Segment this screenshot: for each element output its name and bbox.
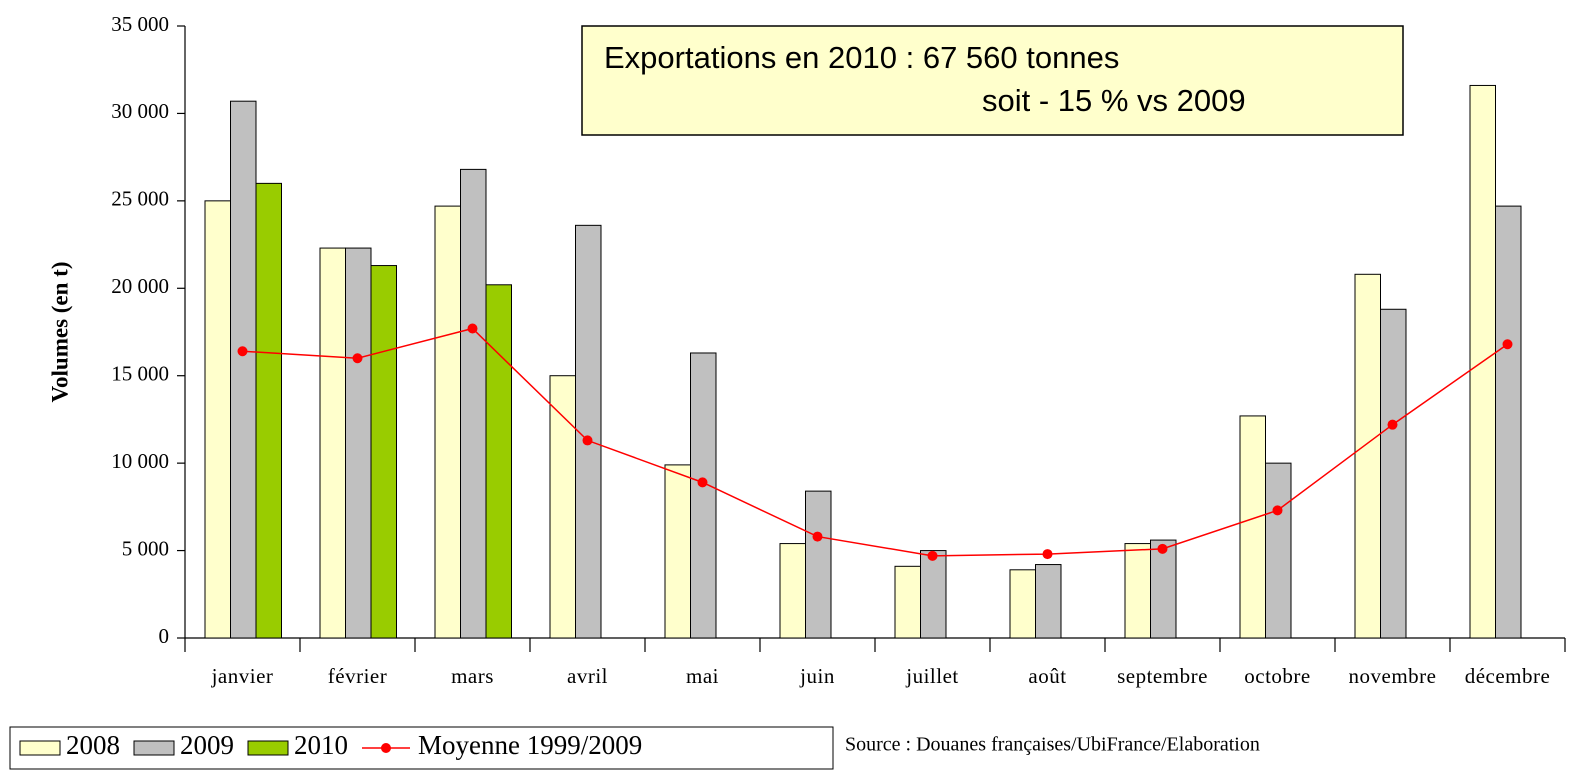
bar [345, 247, 372, 639]
x-tick-label: novembre [1349, 664, 1437, 688]
x-tick-label: janvier [211, 664, 274, 688]
line [242, 327, 1508, 557]
bar [779, 543, 806, 639]
legend-label: 2008 [66, 730, 120, 760]
point [1157, 543, 1168, 554]
bar [204, 200, 231, 639]
x-tick-label: février [328, 664, 387, 688]
bar [1239, 415, 1266, 639]
legend-label: 2010 [294, 730, 348, 760]
point [927, 550, 938, 561]
x-tick-label: juin [799, 664, 835, 688]
x-tick-label: décembre [1465, 664, 1551, 688]
bar [319, 247, 346, 639]
x-tick-label: septembre [1117, 664, 1208, 688]
bar [894, 565, 921, 639]
legend-label: Moyenne 1999/2009 [418, 730, 642, 760]
bar [575, 224, 602, 639]
bar [255, 182, 282, 639]
bar [460, 168, 487, 639]
bar [805, 490, 832, 639]
point [1502, 339, 1513, 350]
annotation: Exportations en 2010 : 67 560 tonnes [604, 40, 1119, 75]
x-tick-label: août [1028, 664, 1066, 688]
bar [1495, 205, 1522, 639]
x-tick-label: mars [451, 664, 494, 688]
bar [485, 284, 512, 639]
x-tick-label: avril [567, 664, 608, 688]
bar [549, 375, 576, 639]
bar [1124, 543, 1151, 639]
y-tick-label: 35 000 [111, 12, 169, 36]
bar [1150, 539, 1177, 639]
annotation: soit - 15 % vs 2009 [982, 83, 1246, 118]
bar [920, 550, 947, 639]
legend-swatch [247, 740, 289, 756]
bar [370, 265, 397, 639]
point [1042, 549, 1053, 560]
point [582, 435, 593, 446]
legend-swatch [133, 740, 175, 756]
point [1387, 419, 1398, 430]
y-tick-label: 25 000 [111, 187, 169, 211]
y-tick-label: 30 000 [111, 99, 169, 123]
source: Source : Douanes françaises/UbiFrance/El… [845, 734, 1260, 756]
point [467, 323, 478, 334]
x-tick-label: mai [686, 664, 719, 688]
point [697, 477, 708, 488]
annotation-box [581, 25, 1404, 136]
point [237, 346, 248, 357]
bar [1009, 569, 1036, 639]
y-tick-label: 15 000 [111, 362, 169, 386]
bar [230, 100, 257, 639]
x-tick-label: octobre [1244, 664, 1310, 688]
bar [1265, 462, 1292, 639]
point [812, 531, 823, 542]
x-tick-label: juillet [905, 664, 959, 688]
legend-marker [381, 743, 391, 753]
y-axis-label: Volumes (en t) [47, 262, 72, 403]
legend-swatch [19, 740, 61, 756]
bar [434, 205, 461, 639]
y-tick-label: 0 [159, 624, 170, 648]
y-tick-label: 20 000 [111, 274, 169, 298]
point [1272, 505, 1283, 516]
bar [1380, 308, 1407, 639]
y-tick-label: 10 000 [111, 449, 169, 473]
bar [690, 352, 717, 639]
bar [1035, 564, 1062, 639]
y-tick-label: 5 000 [122, 536, 169, 560]
bar [664, 464, 691, 639]
legend-label: 2009 [180, 730, 234, 760]
point [352, 353, 363, 364]
bar [1354, 273, 1381, 639]
